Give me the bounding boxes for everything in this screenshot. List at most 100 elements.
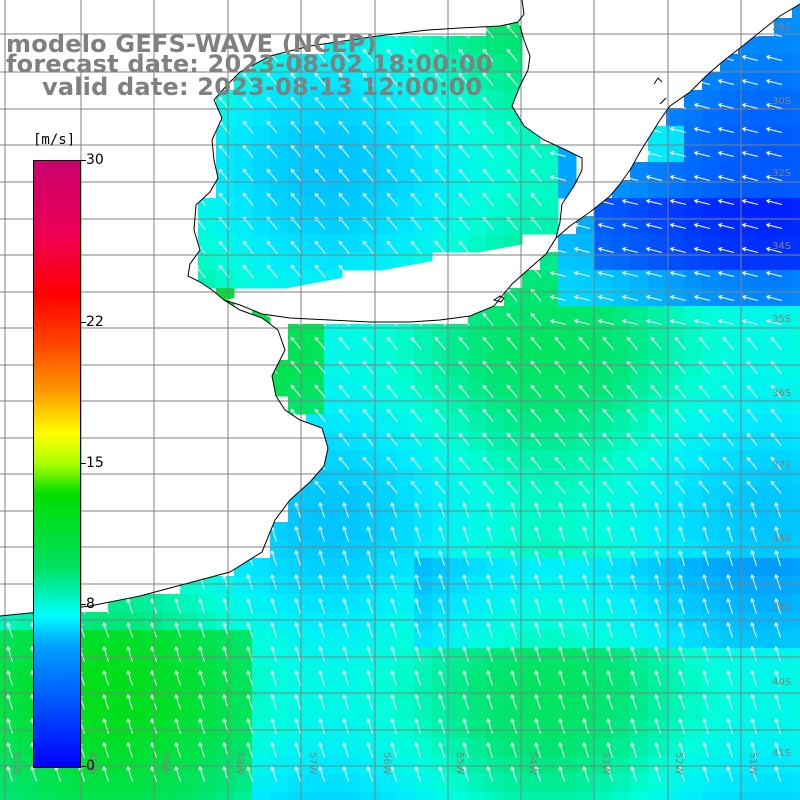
- wind-speed-cell: [468, 54, 487, 73]
- wind-speed-cell: [342, 468, 361, 487]
- wind-speed-cell: [666, 504, 685, 523]
- wind-arrow: [506, 408, 518, 422]
- wind-speed-cell: [198, 792, 217, 800]
- wind-arrow: [486, 670, 494, 687]
- wind-arrow: [654, 622, 662, 639]
- wind-arrow: [534, 622, 542, 639]
- wind-speed-cell: [324, 126, 343, 145]
- wind-arrow: [434, 48, 446, 62]
- wind-speed-cell: [666, 522, 685, 541]
- wind-arrow: [650, 360, 662, 374]
- wind-speed-cell: [720, 342, 739, 361]
- wind-speed-cell: [540, 792, 559, 800]
- wind-arrow: [342, 694, 350, 711]
- wind-speed-cell: [342, 630, 361, 649]
- wind-speed-cell: [738, 486, 757, 505]
- wind-speed-cell: [630, 306, 649, 325]
- wind-speed-cell: [324, 486, 343, 505]
- wind-speed-cell: [450, 774, 469, 793]
- wind-speed-cell: [270, 630, 289, 649]
- wind-arrow: [774, 526, 782, 543]
- wind-arrow: [242, 96, 254, 110]
- wind-speed-cell: [468, 216, 487, 235]
- wind-speed-cell: [468, 180, 487, 199]
- wind-arrow: [694, 295, 711, 301]
- wind-arrow: [458, 360, 470, 374]
- wind-arrow: [242, 72, 254, 86]
- wind-speed-cell: [288, 630, 307, 649]
- wind-speed-cell: [270, 252, 289, 271]
- wind-speed-cell: [198, 774, 217, 793]
- wind-speed-cell: [270, 234, 289, 253]
- wind-arrow: [574, 271, 591, 277]
- wind-arrow: [434, 120, 446, 134]
- wind-speed-cell: [720, 324, 739, 343]
- wind-speed-cell: [396, 540, 415, 559]
- wind-speed-cell: [252, 90, 271, 109]
- wind-speed-cell: [216, 612, 235, 631]
- wind-arrow: [622, 271, 639, 277]
- wind-speed-cell: [378, 612, 397, 631]
- wind-speed-cell: [504, 378, 523, 397]
- wind-arrow: [774, 622, 782, 639]
- lon-label: 60W: [87, 752, 98, 775]
- wind-arrow: [386, 408, 398, 422]
- wind-speed-cell: [342, 360, 361, 379]
- wind-arrow: [582, 670, 590, 687]
- wind-speed-cell: [540, 288, 559, 307]
- wind-speed-cell: [288, 396, 307, 415]
- wind-speed-cell: [288, 378, 307, 397]
- wind-speed-cell: [504, 36, 523, 55]
- wind-speed-cell: [360, 414, 379, 433]
- wind-speed-cell: [486, 576, 505, 595]
- wind-speed-cell: [666, 252, 685, 271]
- wind-speed-cell: [630, 180, 649, 199]
- wind-speed-cell: [234, 774, 253, 793]
- wind-arrow: [678, 742, 686, 759]
- wind-speed-cell: [774, 18, 793, 37]
- wind-arrow: [654, 742, 662, 759]
- wind-arrow: [414, 622, 422, 639]
- wind-speed-cell: [792, 270, 800, 289]
- wind-arrow: [362, 384, 374, 398]
- wind-speed-cell: [324, 342, 343, 361]
- wind-speed-cell: [360, 612, 379, 631]
- wind-speed-cell: [702, 198, 721, 217]
- wind-arrow: [602, 456, 614, 470]
- wind-arrow: [722, 432, 734, 446]
- wind-speed-cell: [792, 468, 800, 487]
- wind-speed-cell: [324, 234, 343, 253]
- wind-arrow: [314, 120, 326, 134]
- wind-speed-cell: [648, 234, 667, 253]
- wind-speed-cell: [792, 252, 800, 271]
- wind-arrow: [554, 384, 566, 398]
- wind-speed-cell: [540, 468, 559, 487]
- wind-speed-cell: [756, 342, 775, 361]
- wind-speed-cell: [414, 720, 433, 739]
- wind-speed-cell: [126, 774, 145, 793]
- wind-speed-cell: [648, 450, 667, 469]
- wind-arrow: [438, 742, 446, 759]
- wind-arrow: [342, 574, 350, 591]
- wind-arrow: [342, 598, 350, 615]
- wind-arrow: [294, 526, 302, 543]
- wind-speed-cell: [126, 756, 145, 775]
- wind-speed-cell: [234, 180, 253, 199]
- wind-arrow: [366, 598, 374, 615]
- wind-arrow: [174, 766, 182, 783]
- wind-arrow: [554, 456, 566, 470]
- wind-speed-cell: [216, 756, 235, 775]
- wind-speed-cell: [522, 666, 541, 685]
- wind-arrow: [174, 742, 182, 759]
- wind-speed-cell: [594, 720, 613, 739]
- wind-speed-cell: [648, 504, 667, 523]
- wind-speed-cell: [360, 540, 379, 559]
- wind-speed-cell: [702, 234, 721, 253]
- wind-speed-cell: [666, 612, 685, 631]
- wind-speed-cell: [360, 162, 379, 181]
- wind-speed-cell: [702, 396, 721, 415]
- wind-speed-cell: [378, 198, 397, 217]
- wind-speed-cell: [450, 126, 469, 145]
- wind-arrow: [766, 151, 783, 157]
